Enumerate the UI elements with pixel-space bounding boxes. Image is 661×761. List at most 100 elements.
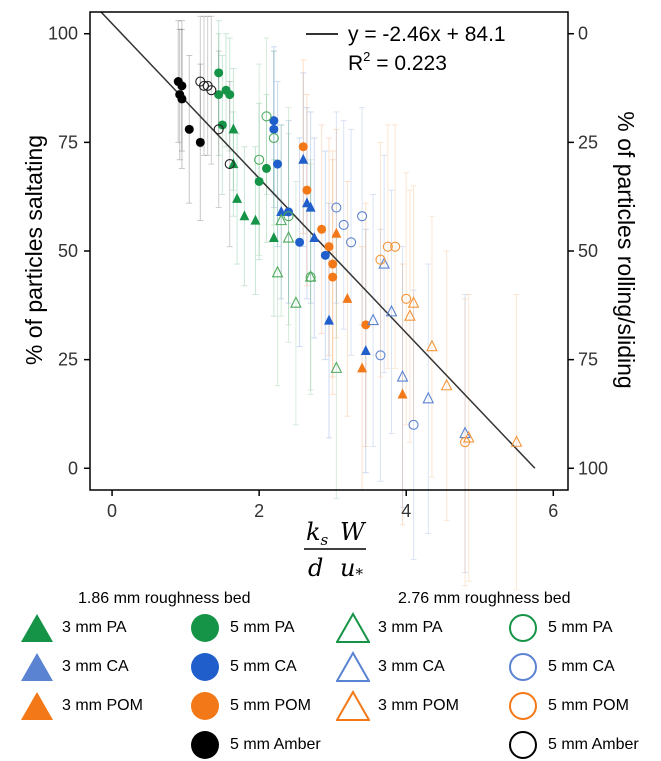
error-bar [513,293,520,590]
circle-marker-icon [509,653,537,681]
x-axis-label: ks W d u* [304,518,367,583]
data-point [375,254,386,265]
legend-item-label: 3 mm POM [62,697,143,714]
data-point [378,256,390,269]
data-point [324,242,334,252]
x-label-d: d [308,554,323,582]
data-point [254,154,265,165]
data-point [331,227,342,238]
data-point [184,124,194,134]
error-bar [348,128,355,356]
legend-group-1-title: 1.86 mm roughness bed [78,590,251,607]
y-axis-right-ticks: 0 25 50 75 100 [568,24,608,478]
error-bar [384,124,391,369]
legend: 1.86 mm roughness bed 2.76 mm roughness b… [0,590,661,761]
x-label-W: W [340,518,367,546]
circle-marker-icon [191,614,219,642]
data-point [214,68,224,78]
data-point [254,176,264,186]
error-bar [333,111,340,304]
y-left-tick-label-2: 50 [58,241,78,261]
error-bar [270,50,277,226]
data-point [290,296,302,308]
circle-marker-icon [191,653,219,681]
triangle-marker-icon [336,651,370,682]
error-bar [462,293,469,574]
legend-item-label: 5 mm POM [548,697,629,714]
data-point [275,213,288,226]
x-tick-label-1: 2 [254,501,264,521]
data-point [228,158,239,169]
data-point [440,378,453,391]
x-tick-label-2: 4 [401,501,411,521]
triangle-marker-icon [21,614,53,642]
legend-item: 5 mm Amber [188,729,321,761]
data-point [224,159,235,170]
legend-item: 5 mm POM [188,690,311,722]
data-point [198,80,210,91]
data-point [426,339,438,352]
error-bar [388,189,395,435]
data-point [276,206,287,216]
data-point [404,309,416,321]
error-bar [425,263,432,534]
legend-item: 3 mm POM [20,690,143,722]
legend-item: 3 mm CA [336,651,445,683]
error-bar [406,189,413,443]
error-bar [340,120,347,330]
data-point [283,211,294,222]
legend-item-label: 5 mm Amber [548,736,639,753]
error-bar [226,81,233,248]
data-point [397,388,408,399]
y-axis-left-label: % of particles saltating [21,135,47,365]
data-point [346,237,357,248]
error-bar [443,250,450,521]
y-right-tick-label-4: 100 [578,458,608,478]
data-point [269,116,279,126]
data-point [298,142,308,152]
data-point [331,202,342,213]
data-point [213,124,224,135]
legend-item: 5 mm PA [506,612,613,644]
data-point [217,120,227,130]
legend-item-label: 3 mm CA [378,658,445,675]
data-point [360,345,371,355]
data-point [268,132,279,144]
data-point [407,296,420,308]
legend-item-label: 5 mm PA [230,619,295,636]
data-point [261,111,272,122]
data-point [239,210,250,221]
error-bar [381,154,388,374]
error-bar [333,237,340,500]
data-point [261,163,271,173]
error-bars [175,15,520,590]
legend-item: 5 mm POM [506,690,629,722]
data-point [195,137,205,147]
data-point [214,90,224,100]
data-point [282,230,295,243]
svg-text:u*: u* [340,554,363,583]
error-bar [410,185,417,421]
data-point [320,250,330,260]
data-point [367,313,379,326]
data-point [408,419,419,430]
data-point [250,214,261,225]
error-bar [410,289,417,561]
data-point [382,241,393,252]
fit-equation: y = -2.46x + 84.1 [348,23,506,46]
data-point [401,293,412,304]
legend-item: 3 mm CA [20,651,129,683]
circle-marker-icon [191,731,219,759]
error-bar [307,159,314,395]
data-point [338,219,349,230]
legend-item: 3 mm PA [20,612,127,644]
legend-item: 5 mm Amber [506,729,639,761]
data-point [295,237,305,247]
data-point [396,369,409,382]
triangle-marker-icon [336,612,370,643]
x-label-u-sub: * [355,565,363,583]
data-point [309,232,320,243]
data-point [271,265,284,278]
error-bar [256,63,263,256]
y-right-tick-label-3: 75 [578,350,598,370]
